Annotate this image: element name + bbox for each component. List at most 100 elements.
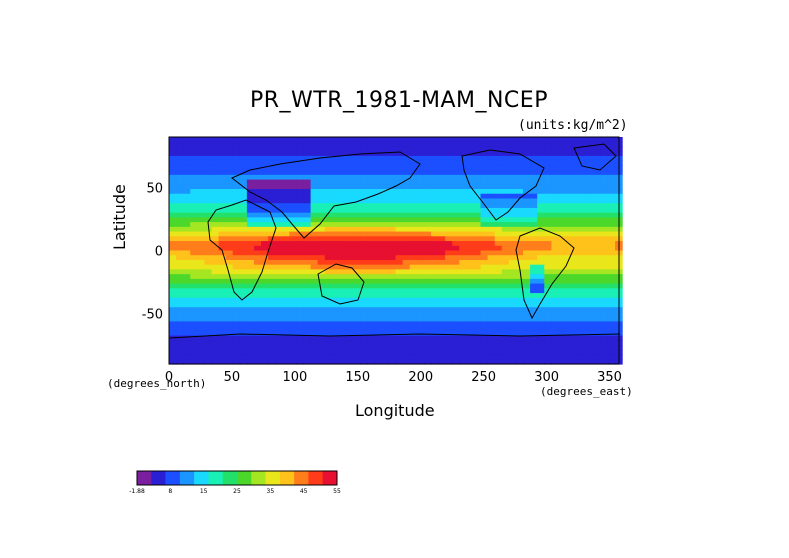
heatmap-cell xyxy=(452,259,460,266)
heatmap-cell xyxy=(239,207,248,214)
heatmap-cell xyxy=(169,278,177,285)
heatmap-cell xyxy=(480,189,489,195)
heatmap-cell xyxy=(176,250,184,256)
heatmap-cell xyxy=(459,283,467,289)
heatmap-cell xyxy=(239,222,248,228)
heatmap-cell xyxy=(388,179,397,185)
heatmap-cell xyxy=(268,165,276,171)
heatmap-cell xyxy=(282,184,290,190)
heatmap-cell xyxy=(445,293,453,299)
heatmap-cell xyxy=(438,316,446,323)
heatmap-cell xyxy=(289,349,297,356)
heatmap-cell xyxy=(494,170,503,176)
heatmap-cell xyxy=(310,349,319,356)
heatmap-cell xyxy=(176,203,184,209)
heatmap-cell xyxy=(211,302,220,308)
heatmap-cell xyxy=(579,222,588,228)
heatmap-cell xyxy=(282,179,290,185)
heatmap-cell xyxy=(515,141,524,148)
heatmap-cell xyxy=(459,245,467,252)
heatmap-cell xyxy=(388,170,397,176)
heatmap-cell xyxy=(261,203,269,209)
heatmap-cell xyxy=(289,297,297,304)
heatmap-cell xyxy=(190,217,198,223)
heatmap-cell xyxy=(388,354,397,360)
heatmap-cell xyxy=(218,155,227,162)
heatmap-cell xyxy=(579,245,588,252)
heatmap-cell xyxy=(353,311,361,318)
heatmap-cell xyxy=(367,311,375,318)
heatmap-cell xyxy=(261,359,269,365)
heatmap-cell xyxy=(586,335,595,341)
heatmap-cell xyxy=(480,269,489,275)
heatmap-cell xyxy=(289,326,297,332)
heatmap-cell xyxy=(523,231,531,237)
heatmap-cell xyxy=(480,354,489,360)
heatmap-cell xyxy=(317,203,326,209)
heatmap-cell xyxy=(551,316,559,323)
heatmap-cell xyxy=(346,288,354,294)
heatmap-cell xyxy=(473,340,482,346)
heatmap-cell xyxy=(600,193,609,200)
heatmap-cell xyxy=(487,207,496,214)
heatmap-cell xyxy=(282,259,290,266)
units-label: (units:kg/m^2) xyxy=(518,118,628,133)
heatmap-cell xyxy=(501,165,510,171)
heatmap-cell xyxy=(360,330,368,337)
heatmap-cell xyxy=(239,255,248,261)
heatmap-cell xyxy=(395,274,404,280)
heatmap-cell xyxy=(381,288,390,294)
heatmap-cell xyxy=(367,207,375,214)
coastlines xyxy=(169,143,621,339)
heatmap-cell xyxy=(331,212,340,218)
heatmap-cell xyxy=(204,165,213,171)
heatmap-cell xyxy=(268,151,276,157)
heatmap-cell xyxy=(324,137,333,143)
heatmap-cell xyxy=(253,340,262,346)
heatmap-cell xyxy=(430,198,439,204)
heatmap-cell xyxy=(416,231,425,237)
heatmap-cell xyxy=(296,198,305,204)
heatmap-cell xyxy=(473,345,482,351)
heatmap-cell xyxy=(494,217,503,223)
heatmap-cell xyxy=(381,198,390,204)
heatmap-cell xyxy=(452,207,460,214)
heatmap-cell xyxy=(211,264,220,271)
heatmap-cell xyxy=(289,141,297,148)
heatmap-cell xyxy=(360,297,368,304)
heatmap-cell xyxy=(544,283,552,289)
heatmap-cell xyxy=(459,349,467,356)
heatmap-cell xyxy=(515,226,524,233)
heatmap-cell xyxy=(480,283,489,289)
heatmap-cell xyxy=(310,160,319,166)
heatmap-cell xyxy=(607,155,616,162)
heatmap-cell xyxy=(515,349,524,356)
heatmap-cell xyxy=(211,236,220,242)
heatmap-cell xyxy=(296,217,305,223)
heatmap-cell xyxy=(275,321,283,327)
heatmap-cell xyxy=(183,326,191,332)
heatmap-cell xyxy=(544,349,552,356)
heatmap-cell xyxy=(239,165,248,171)
heatmap-cell xyxy=(600,274,609,280)
heatmap-cell xyxy=(459,264,467,271)
heatmap-cell xyxy=(508,326,517,332)
heatmap-cell xyxy=(353,354,361,360)
heatmap-cell xyxy=(310,231,319,237)
heatmap-cell xyxy=(579,198,588,204)
heatmap-cell xyxy=(586,321,595,327)
heatmap-cell xyxy=(197,160,205,166)
heatmap-cell xyxy=(225,354,234,360)
heatmap-cell xyxy=(169,141,177,148)
heatmap-cell xyxy=(169,259,177,266)
heatmap-cell xyxy=(324,245,333,252)
heatmap-cell xyxy=(317,193,326,200)
heatmap-cell xyxy=(183,160,191,166)
heatmap-cell xyxy=(523,354,531,360)
heatmap-cell xyxy=(169,316,177,323)
heatmap-cell xyxy=(480,359,489,365)
heatmap-cell xyxy=(409,269,418,275)
heatmap-cell xyxy=(282,302,290,308)
heatmap-cell xyxy=(607,311,616,318)
heatmap-cell xyxy=(452,160,460,166)
